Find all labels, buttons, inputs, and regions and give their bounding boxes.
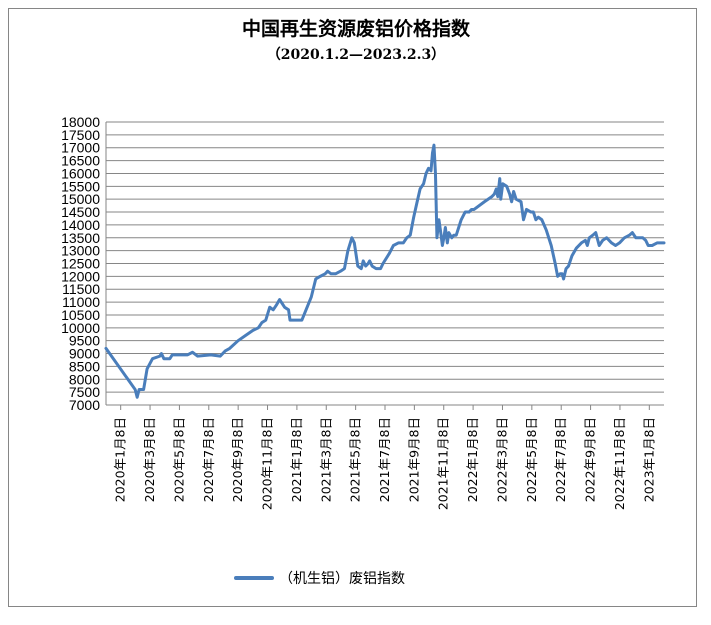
x-tick-label: 2023年1月8日 bbox=[641, 417, 656, 502]
x-tick-label: 2020年1月8日 bbox=[113, 417, 128, 502]
x-tick-label: 2020年11月8日 bbox=[260, 417, 275, 510]
y-tick-label: 11500 bbox=[62, 281, 100, 297]
y-tick-label: 9500 bbox=[69, 333, 100, 349]
y-tick-label: 12000 bbox=[61, 268, 100, 284]
y-tick-label: 16500 bbox=[61, 153, 100, 169]
y-tick-label: 12500 bbox=[61, 256, 100, 272]
grid-lines bbox=[105, 121, 664, 406]
series-line bbox=[104, 143, 666, 399]
x-tick-label: 2021年9月8日 bbox=[406, 417, 421, 502]
x-tick-label: 2020年5月8日 bbox=[171, 417, 186, 502]
y-tick-label: 15500 bbox=[61, 178, 100, 194]
y-tick-label: 15000 bbox=[61, 191, 100, 207]
y-tick-label: 13000 bbox=[61, 243, 100, 259]
chart-frame bbox=[8, 8, 697, 607]
x-tick-label: 2020年7月8日 bbox=[201, 417, 216, 502]
y-tick-label: 17000 bbox=[61, 140, 100, 156]
y-tick-label: 8500 bbox=[69, 358, 100, 374]
y-tick-label: 7000 bbox=[69, 397, 100, 413]
x-tick-label: 2022年7月8日 bbox=[553, 417, 568, 502]
x-tick-label: 2022年9月8日 bbox=[583, 417, 598, 502]
x-tick-label: 2021年7月8日 bbox=[377, 417, 392, 502]
series-layer bbox=[104, 143, 666, 399]
x-tick-label: 2021年1月8日 bbox=[289, 417, 304, 502]
y-axis-ticks: 7000750080008500900095001000010500110001… bbox=[61, 114, 100, 413]
y-tick-label: 17500 bbox=[61, 127, 100, 143]
legend: （机生铝）废铝指数 bbox=[234, 571, 405, 587]
y-tick-label: 9000 bbox=[69, 346, 100, 362]
y-tick-label: 18000 bbox=[61, 114, 100, 130]
x-tick-label: 2022年5月8日 bbox=[524, 417, 539, 502]
y-tick-label: 10000 bbox=[61, 320, 100, 336]
y-tick-label: 14500 bbox=[61, 204, 100, 220]
chart-title: 中国再生资源废铝价格指数 bbox=[242, 17, 471, 40]
y-tick-label: 8000 bbox=[69, 371, 100, 387]
x-tick-label: 2020年3月8日 bbox=[142, 417, 157, 502]
x-tick-label: 2021年11月8日 bbox=[436, 417, 451, 510]
y-tick-label: 11000 bbox=[62, 294, 100, 310]
y-tick-label: 13500 bbox=[61, 230, 100, 246]
x-axis-ticks: 2020年1月8日 2020年3月8日 2020年5月8日 2020年7月8日 2020… bbox=[113, 405, 656, 510]
x-tick-label: 2021年3月8日 bbox=[318, 417, 333, 502]
chart-subtitle: （2020.1.2—2023.2.3） bbox=[267, 47, 445, 63]
legend-label: （机生铝）废铝指数 bbox=[279, 571, 405, 587]
x-tick-label: 2022年11月8日 bbox=[612, 417, 627, 510]
y-tick-label: 16000 bbox=[61, 165, 100, 181]
y-tick-label: 14000 bbox=[61, 217, 100, 233]
x-tick-label: 2022年3月8日 bbox=[494, 417, 509, 502]
y-tick-label: 7500 bbox=[69, 384, 100, 400]
y-tick-label: 10500 bbox=[61, 307, 100, 323]
x-tick-label: 2021年5月8日 bbox=[348, 417, 363, 502]
x-tick-label: 2020年9月8日 bbox=[230, 417, 245, 502]
x-tick-label: 2022年1月8日 bbox=[465, 417, 480, 502]
